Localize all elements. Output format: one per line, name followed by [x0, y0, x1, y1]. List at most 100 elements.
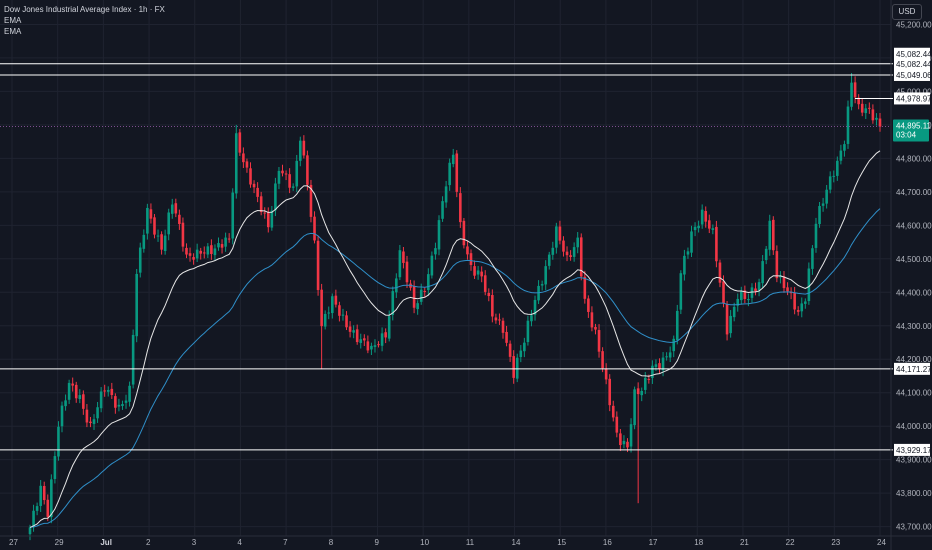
candle-body: [206, 246, 210, 255]
candle: [227, 233, 231, 243]
candle: [811, 245, 814, 275]
candle: [832, 170, 836, 183]
candle-body: [437, 220, 441, 250]
candle: [540, 280, 544, 291]
candle-body: [601, 351, 604, 369]
level-label-box: [894, 362, 930, 375]
candle: [320, 283, 323, 370]
time-tick-label: 27: [9, 538, 18, 547]
candle-body: [35, 506, 39, 511]
candle-body: [405, 261, 409, 283]
candle: [743, 285, 747, 304]
candle-body: [732, 306, 736, 318]
candle: [135, 269, 138, 343]
candle-body: [871, 109, 875, 121]
candle: [384, 328, 387, 344]
candle-body: [611, 405, 615, 418]
candle: [793, 286, 796, 315]
candle: [754, 282, 757, 296]
candle: [106, 386, 110, 397]
candle-body: [284, 173, 288, 175]
candle: [757, 278, 761, 297]
candle-body: [530, 315, 533, 322]
candle-body: [629, 424, 633, 447]
candle: [195, 243, 199, 262]
candle: [526, 315, 530, 346]
legend-ema-1: EMA: [4, 16, 22, 25]
candle: [256, 182, 259, 203]
candle-body: [419, 289, 423, 302]
chart-legend: Dow Jones Industrial Average Index · 1h …: [4, 4, 165, 37]
level-label: 44,171.27: [896, 365, 932, 374]
candle-body: [60, 405, 64, 427]
candle: [430, 251, 434, 279]
candle-body: [434, 248, 437, 255]
candle-body: [469, 253, 473, 265]
candle-body: [192, 257, 195, 260]
candle-body: [316, 240, 320, 291]
currency-button[interactable]: USD: [892, 4, 922, 20]
candle: [768, 214, 772, 256]
candle-body: [181, 222, 185, 247]
candle: [505, 325, 508, 347]
candle-body: [786, 287, 789, 292]
candle-body: [320, 289, 323, 327]
candle-body: [505, 331, 508, 343]
candle-body: [462, 220, 466, 246]
candle: [729, 310, 732, 338]
candle: [636, 382, 640, 504]
candle: [498, 313, 501, 325]
candle-body: [551, 247, 555, 255]
candle-body: [430, 255, 434, 276]
candle-body: [668, 352, 672, 358]
time-tick-label: 17: [649, 538, 658, 547]
candle-body: [359, 339, 363, 343]
candle-body: [804, 301, 807, 304]
candle: [658, 358, 661, 374]
candle-body: [739, 291, 743, 301]
time-tick-label: 3: [192, 538, 197, 547]
candle-body: [110, 388, 114, 395]
price-tick-label: 44,500.00: [896, 255, 932, 264]
candle-body: [572, 247, 576, 257]
candle-body: [227, 238, 231, 240]
candle-body: [103, 390, 106, 392]
marker-label-box: [894, 92, 930, 105]
candle: [707, 214, 711, 234]
candle-body: [135, 273, 138, 337]
candle-body: [451, 154, 455, 165]
candle-body: [693, 226, 697, 231]
candle: [601, 347, 604, 373]
candle: [277, 166, 281, 190]
candle: [444, 180, 448, 208]
candle: [587, 295, 590, 318]
candle-body: [715, 226, 718, 262]
candle-body: [654, 364, 658, 367]
candle-body: [491, 295, 494, 317]
candle: [316, 236, 320, 296]
candle: [202, 246, 206, 259]
candle: [334, 289, 338, 308]
candle-body: [700, 209, 704, 225]
candle: [704, 206, 708, 228]
candle: [473, 260, 476, 279]
ema-fast-line: [29, 150, 881, 528]
candle: [868, 102, 871, 114]
candle-body: [597, 330, 601, 352]
candle-body: [814, 223, 818, 248]
candle: [298, 136, 302, 167]
candle-body: [427, 274, 430, 291]
candle: [857, 94, 860, 110]
candle-body: [363, 338, 366, 341]
candle: [345, 311, 348, 331]
candle-body: [707, 220, 711, 229]
current-price-label: 44,895.11: [896, 122, 932, 131]
price-tick-label: 44,800.00: [896, 154, 932, 163]
candle-body: [217, 243, 220, 248]
candle: [700, 204, 704, 229]
candle-body: [199, 250, 203, 254]
candle-body: [583, 276, 587, 299]
candle-body: [149, 209, 153, 219]
candle: [206, 243, 210, 258]
